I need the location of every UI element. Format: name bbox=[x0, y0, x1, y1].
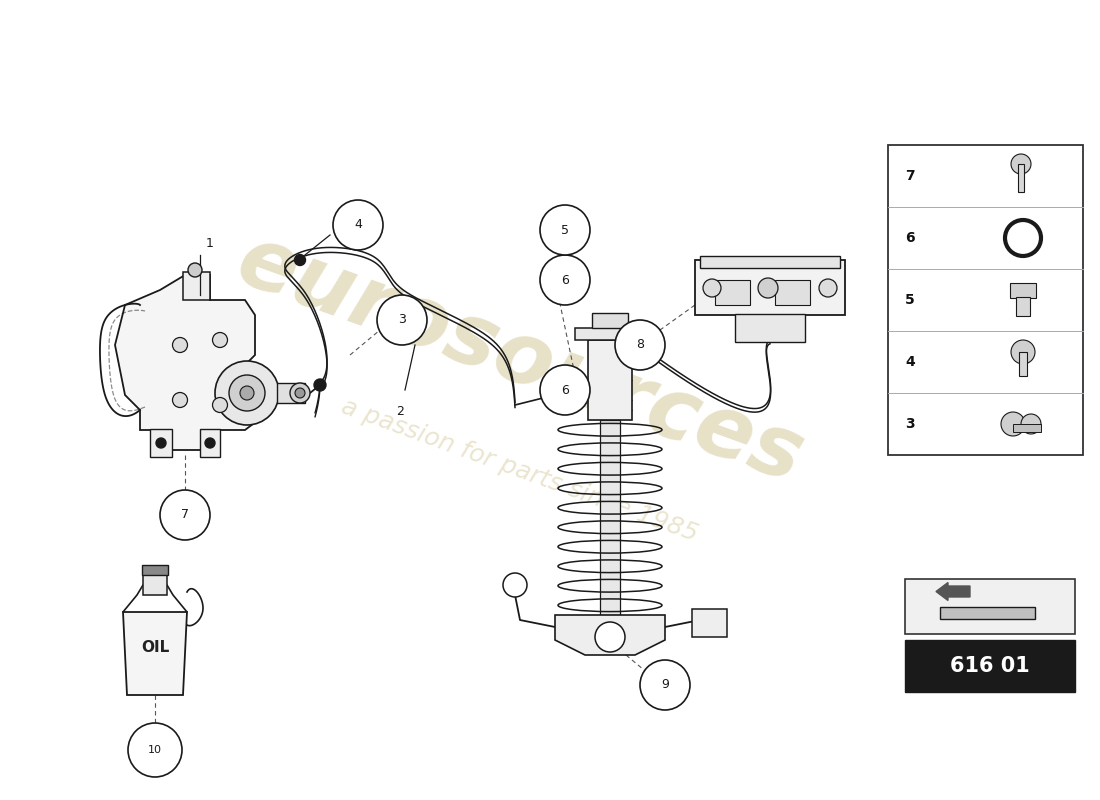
Text: 2: 2 bbox=[396, 405, 404, 418]
Circle shape bbox=[188, 263, 202, 277]
Bar bbox=[600, 420, 620, 615]
Text: 8: 8 bbox=[636, 338, 644, 351]
Circle shape bbox=[1011, 154, 1031, 174]
Bar bbox=[1010, 283, 1036, 298]
Circle shape bbox=[240, 386, 254, 400]
Text: 1: 1 bbox=[206, 237, 213, 250]
Bar bbox=[700, 256, 840, 268]
Bar bbox=[776, 280, 810, 305]
Polygon shape bbox=[116, 275, 265, 450]
Text: 7: 7 bbox=[182, 509, 189, 522]
Text: 3: 3 bbox=[398, 314, 406, 326]
Circle shape bbox=[128, 723, 182, 777]
Text: 6: 6 bbox=[561, 274, 569, 286]
Circle shape bbox=[333, 200, 383, 250]
Bar bbox=[575, 328, 645, 340]
Bar bbox=[692, 609, 727, 637]
Polygon shape bbox=[940, 606, 1035, 618]
Bar bbox=[142, 565, 168, 575]
Circle shape bbox=[290, 383, 310, 403]
Bar bbox=[1016, 297, 1030, 316]
Circle shape bbox=[595, 622, 625, 652]
Bar bbox=[1019, 352, 1027, 376]
Circle shape bbox=[160, 490, 210, 540]
Circle shape bbox=[703, 279, 720, 297]
Text: OIL: OIL bbox=[141, 641, 169, 655]
Text: 616 01: 616 01 bbox=[950, 656, 1030, 676]
Circle shape bbox=[503, 573, 527, 597]
Bar bbox=[905, 579, 1075, 634]
Bar bbox=[715, 280, 750, 305]
Circle shape bbox=[214, 361, 279, 425]
Polygon shape bbox=[123, 612, 187, 695]
FancyArrow shape bbox=[936, 582, 970, 601]
Bar bbox=[735, 314, 805, 342]
Text: 3: 3 bbox=[905, 417, 915, 431]
Text: 10: 10 bbox=[148, 745, 162, 755]
Circle shape bbox=[377, 295, 427, 345]
Circle shape bbox=[295, 388, 305, 398]
Bar bbox=[143, 573, 167, 595]
Circle shape bbox=[570, 385, 580, 395]
Circle shape bbox=[295, 254, 306, 266]
Text: 7: 7 bbox=[905, 169, 915, 183]
Bar bbox=[1018, 164, 1024, 192]
Text: a passion for parts since 1985: a passion for parts since 1985 bbox=[339, 394, 702, 546]
Circle shape bbox=[540, 255, 590, 305]
Text: eurosources: eurosources bbox=[226, 219, 814, 501]
Circle shape bbox=[1021, 414, 1041, 434]
Bar bbox=[888, 145, 1084, 455]
Circle shape bbox=[820, 279, 837, 297]
Circle shape bbox=[1001, 412, 1025, 436]
Bar bbox=[183, 272, 210, 300]
Text: 5: 5 bbox=[561, 223, 569, 237]
Bar bbox=[695, 260, 845, 315]
Circle shape bbox=[212, 398, 228, 413]
Text: 5: 5 bbox=[905, 293, 915, 307]
Circle shape bbox=[212, 333, 228, 347]
Circle shape bbox=[205, 438, 214, 448]
Bar bbox=[588, 340, 632, 420]
Bar bbox=[277, 383, 305, 403]
Bar bbox=[150, 429, 172, 457]
Circle shape bbox=[565, 380, 585, 400]
Circle shape bbox=[540, 365, 590, 415]
Circle shape bbox=[229, 375, 265, 411]
Text: 4: 4 bbox=[354, 218, 362, 231]
Circle shape bbox=[758, 278, 778, 298]
Bar bbox=[200, 429, 220, 457]
Circle shape bbox=[540, 205, 590, 255]
Circle shape bbox=[156, 438, 166, 448]
Bar bbox=[905, 640, 1075, 692]
Circle shape bbox=[615, 320, 666, 370]
Text: 6: 6 bbox=[561, 383, 569, 397]
Circle shape bbox=[1011, 340, 1035, 364]
Text: 6: 6 bbox=[905, 231, 915, 245]
Polygon shape bbox=[556, 615, 666, 655]
Circle shape bbox=[173, 393, 187, 407]
Text: 4: 4 bbox=[905, 355, 915, 369]
Circle shape bbox=[640, 660, 690, 710]
Bar bbox=[592, 313, 628, 328]
Text: 9: 9 bbox=[661, 678, 669, 691]
Circle shape bbox=[314, 379, 326, 391]
Circle shape bbox=[173, 338, 187, 353]
Bar bbox=[1013, 424, 1041, 432]
